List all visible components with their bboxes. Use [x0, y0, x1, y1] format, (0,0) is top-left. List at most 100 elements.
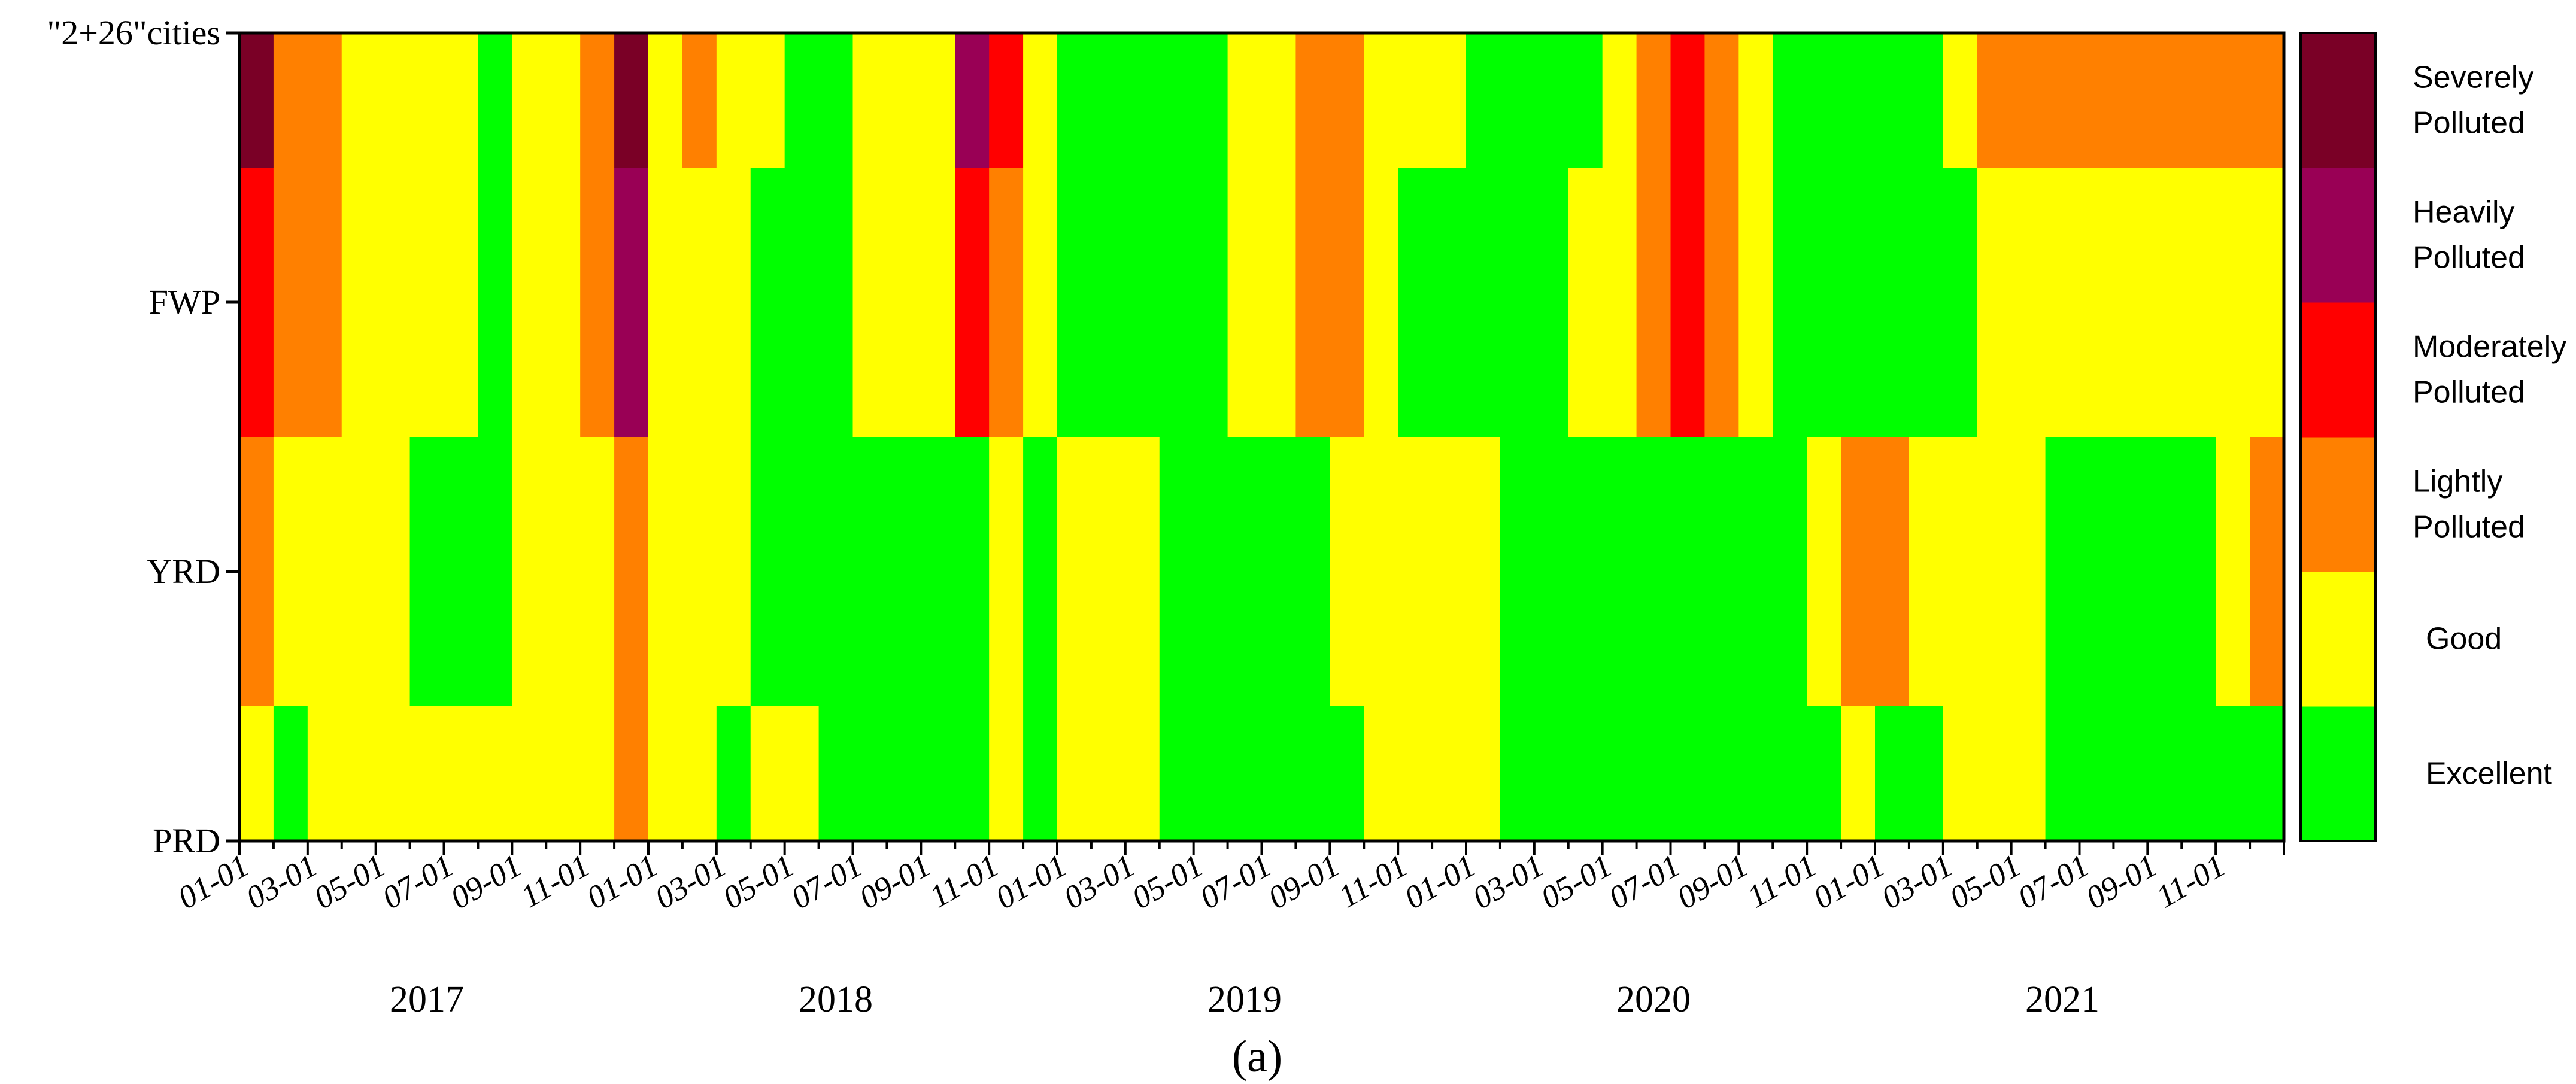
heatmap-cell [784, 437, 820, 706]
heatmap-cell [1773, 437, 1807, 706]
heatmap-cell [1602, 706, 1637, 841]
x-tick-label: 07-01 [1194, 847, 1277, 916]
heatmap-cell [2113, 437, 2149, 706]
heatmap-cell [444, 706, 479, 841]
heatmap-cell [1773, 168, 1807, 437]
heatmap-cell [1091, 33, 1126, 168]
heatmap-cell [444, 168, 479, 437]
heatmap-cell [2147, 437, 2183, 706]
heatmap-cell [546, 706, 581, 841]
legend-swatch [2301, 437, 2375, 572]
x-tick-label: 03-01 [1876, 847, 1959, 916]
heatmap-cell [955, 706, 990, 841]
heatmap-cell [1125, 168, 1160, 437]
heatmap-cell [375, 437, 411, 706]
heatmap-cell [1909, 437, 1944, 706]
heatmap-cell [784, 168, 820, 437]
x-tick-label: 01-01 [1807, 847, 1891, 916]
heatmap-cell [1125, 437, 1160, 706]
heatmap-cell [2045, 33, 2080, 168]
heatmap-cell [1738, 706, 1774, 841]
heatmap-cell [1807, 437, 1841, 706]
heatmap-cell [2079, 706, 2114, 841]
heatmap-cell [1568, 437, 1603, 706]
heatmap-cell [1125, 706, 1160, 841]
heatmap-cell [614, 33, 649, 168]
heatmap-cell [750, 33, 785, 168]
legend-label: Moderately Polluted [2413, 330, 2566, 410]
heatmap-cell [512, 437, 547, 706]
heatmap-cell [1534, 437, 1569, 706]
x-tick-label: 07-01 [2011, 847, 2095, 916]
heatmap-cell [1466, 168, 1501, 437]
heatmap-cell [2216, 33, 2250, 168]
heatmap-cell [955, 168, 990, 437]
x-tick-label: 01-01 [990, 847, 1073, 916]
heatmap-cell [2250, 33, 2284, 168]
heatmap-cell [2181, 168, 2216, 437]
heatmap-cell [2011, 168, 2046, 437]
heatmap-cell [921, 706, 956, 841]
heatmap-cell [1364, 437, 1398, 706]
x-tick-label: 09-01 [853, 847, 936, 916]
heatmap-cell [648, 168, 683, 437]
heatmap-cell [2011, 706, 2046, 841]
heatmap-cell [2079, 33, 2114, 168]
x-tick-label: 11-01 [1741, 847, 1823, 915]
heatmap-cell [1602, 168, 1637, 437]
heatmap-cell [1432, 168, 1467, 437]
heatmap-cell [273, 706, 308, 841]
heatmap-cell [2079, 437, 2114, 706]
heatmap-cell [478, 437, 513, 706]
heatmap-cell [989, 33, 1024, 168]
heatmap-cell [1738, 437, 1774, 706]
heatmap-cell [2250, 706, 2284, 841]
heatmap-cell [1534, 706, 1569, 841]
y-tick-label: "2+26"cities [47, 13, 220, 52]
heatmap-cell [921, 168, 956, 437]
heatmap-cell [239, 437, 274, 706]
x-tick-label: 09-01 [1262, 847, 1345, 916]
legend-swatch [2301, 33, 2375, 168]
year-label: 2020 [1616, 979, 1691, 1020]
heatmap-cell [1398, 437, 1433, 706]
heatmap-cell [546, 33, 581, 168]
heatmap-cell [1500, 437, 1535, 706]
heatmap-cell [1159, 437, 1194, 706]
x-tick-label: 03-01 [1467, 847, 1550, 916]
heatmap-cell [1670, 437, 1706, 706]
heatmap-cell [1466, 33, 1501, 168]
heatmap-cell [1875, 33, 1910, 168]
heatmap-cell [307, 33, 342, 168]
heatmap-cell [1977, 33, 2012, 168]
heatmap-cell [1841, 33, 1876, 168]
heatmap-cell [1807, 168, 1841, 437]
heatmap-cell [1193, 437, 1228, 706]
heatmap-cell [1670, 33, 1706, 168]
heatmap-cell [989, 168, 1024, 437]
heatmap-cell [2216, 168, 2250, 437]
heatmap-cell [1398, 168, 1433, 437]
heatmap-cell [2113, 168, 2149, 437]
heatmap-cell [648, 437, 683, 706]
x-tick-label: 11-01 [1333, 847, 1414, 915]
x-tick-label: 05-01 [717, 847, 800, 916]
heatmap-cell [1909, 168, 1944, 437]
heatmap-cell [614, 437, 649, 706]
heatmap-cell [1500, 706, 1535, 841]
year-labels: 2017 2018 2019 2020 2021 [390, 979, 2099, 1020]
heatmap-cell [1023, 706, 1058, 841]
heatmap-cell [1227, 706, 1263, 841]
heatmap-cell [1738, 168, 1774, 437]
heatmap-cell [818, 33, 854, 168]
heatmap-cell [1432, 706, 1467, 841]
heatmap-cell [2250, 437, 2284, 706]
heatmap-cell [478, 706, 513, 841]
heatmap-cell [1943, 33, 1978, 168]
heatmap-cell [716, 33, 751, 168]
heatmap-cell [2147, 33, 2183, 168]
x-tick-label: 09-01 [444, 847, 527, 916]
heatmap-cell [1568, 706, 1603, 841]
heatmap-cell [2045, 706, 2080, 841]
heatmap-cell [375, 33, 411, 168]
